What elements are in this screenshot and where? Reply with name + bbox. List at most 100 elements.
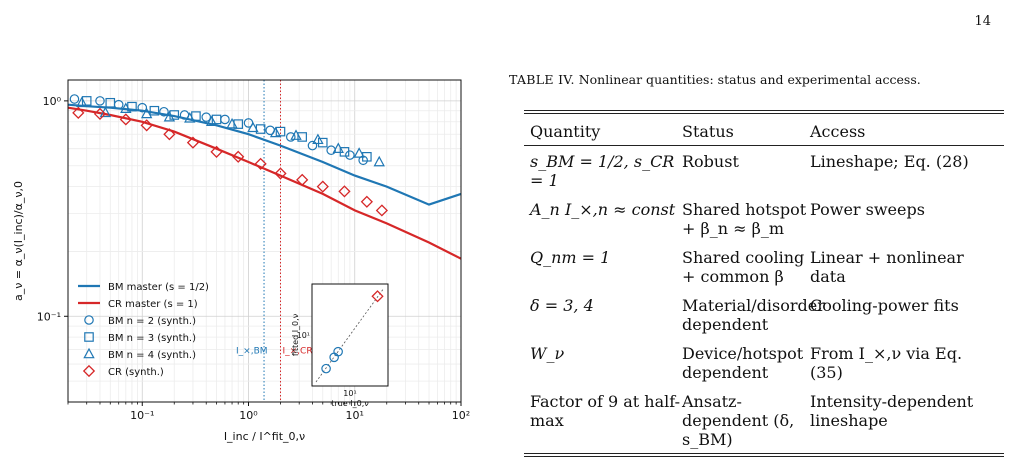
table-caption: TABLE IV. Nonlinear quantities: status a… (509, 71, 1004, 88)
data-point (72, 106, 85, 119)
plot-frame (67, 79, 462, 403)
cell-access: Power sweeps (810, 200, 925, 219)
cell-access: Lineshape; Eq. (28) (810, 152, 969, 171)
header-access: Access (810, 122, 866, 141)
threshold-label-bm: I_×,BM (236, 346, 268, 356)
table-caption-label: TABLE IV. (509, 72, 575, 87)
y-tick-label: 10⁰ (43, 95, 62, 108)
data-point (297, 132, 307, 142)
data-point (201, 112, 212, 122)
table-top-rule (524, 110, 1004, 114)
legend-label: CR (synth.) (108, 367, 164, 378)
data-point (76, 96, 88, 108)
data-point (149, 105, 160, 116)
data-point (211, 114, 222, 125)
data-point (247, 121, 259, 133)
inset-y-tick-label: 10¹ (297, 331, 310, 340)
data-point (226, 117, 238, 129)
cell-status: Material/disorder dependent (682, 296, 825, 334)
cr-master-line (67, 106, 462, 260)
data-point (95, 96, 105, 106)
cell-quantity: s_BM = 1/2, s_CR = 1 (530, 152, 675, 190)
data-point (373, 155, 385, 167)
data-point (232, 150, 245, 163)
data-point (316, 180, 329, 193)
data-point (163, 110, 176, 122)
data-point (81, 96, 92, 106)
x-tick-label: 10⁰ (239, 409, 258, 422)
data-point (353, 147, 365, 158)
table-bottom-rule (524, 453, 1004, 457)
data-point (210, 145, 223, 158)
table-header-row: Quantity Status Access (524, 114, 1004, 145)
inset-x-label: true I_0,ν (331, 399, 369, 408)
data-point (307, 140, 318, 151)
cell-access: From I_×,ν via Eq. (35) (810, 344, 963, 382)
table-row: A_n I_×,n ≈ const Shared hotspot + β_n ≈… (524, 194, 1004, 242)
table-row: Q_nm = 1 Shared cooling + common β Linea… (524, 242, 1004, 290)
data-point (119, 113, 132, 126)
inset-x-tick-label: 10¹ (343, 389, 356, 398)
data-point (274, 167, 287, 180)
table-caption-text: Nonlinear quantities: status and experim… (578, 72, 921, 87)
legend-swatch (82, 364, 96, 378)
data-point (269, 126, 282, 138)
data-point (69, 94, 80, 104)
data-point (186, 136, 200, 149)
data-point (254, 157, 267, 170)
legend-label: BM n = 3 (synth.) (108, 333, 196, 344)
table-row: δ = 3, 4 Material/disorder dependent Coo… (524, 290, 1004, 338)
cell-status: Ansatz-dependent (δ, s_BM) (682, 392, 795, 449)
data-point (332, 142, 345, 153)
cell-quantity: A_n I_×,n ≈ const (530, 200, 676, 219)
table-row: Factor of 9 at half-max Ansatz-dependent… (524, 386, 1004, 453)
y-tick-label: 10⁻¹ (37, 310, 61, 323)
x-tick-label: 10¹ (346, 409, 364, 422)
x-tick-label: 10⁻¹ (130, 409, 154, 422)
cell-quantity: W_ν (530, 344, 565, 363)
cell-status: Robust (682, 152, 739, 171)
data-point (312, 133, 324, 145)
legend-label: BM n = 2 (synth.) (108, 316, 196, 327)
legend-swatch (84, 315, 94, 325)
inset-point (333, 346, 343, 357)
data-point (184, 112, 196, 123)
header-status: Status (682, 122, 734, 141)
bm-master-line (67, 103, 462, 206)
data-point (137, 102, 148, 113)
data-point (140, 119, 153, 132)
data-point (296, 173, 309, 186)
data-point (159, 106, 169, 117)
table-header-rule (524, 145, 1004, 146)
data-point (233, 119, 244, 129)
data-point (360, 195, 373, 208)
cell-status: Shared cooling + common β (682, 248, 805, 286)
data-point (375, 204, 388, 217)
inset-y-label: fitted I_0,ν (291, 313, 300, 356)
legend-swatch (83, 347, 95, 359)
data-point (93, 107, 107, 121)
data-point (140, 107, 153, 119)
y-axis-label: a_ν = α_ν(I_inc)/α_ν,0 (12, 181, 25, 301)
table-row: W_ν Device/hotspot dependent From I_×,ν … (524, 338, 1004, 386)
inset-point (321, 363, 331, 374)
inset-frame (311, 283, 389, 387)
inset-point (371, 290, 384, 303)
data-point (290, 129, 302, 140)
table: Quantity Status Access s_BM = 1/2, s_CR … (524, 110, 1004, 457)
cell-quantity: δ = 3, 4 (530, 296, 594, 315)
threshold-label-cr: I_×,CR (282, 346, 312, 356)
cell-status: Device/hotspot dependent (682, 344, 804, 382)
cell-status: Shared hotspot + β_n ≈ β_m (682, 200, 807, 238)
cell-quantity: Factor of 9 at half-max (530, 392, 680, 430)
data-point (105, 97, 116, 108)
page-number: 14 (974, 14, 991, 29)
header-quantity: Quantity (530, 122, 601, 141)
legend-label: BM n = 4 (synth.) (108, 350, 196, 361)
inset-diagonal (315, 287, 385, 383)
legend-label: CR master (s = 1) (108, 299, 198, 310)
table-row: s_BM = 1/2, s_CR = 1 Robust Lineshape; E… (524, 146, 1004, 194)
cell-access: Intensity-dependent lineshape (810, 392, 974, 430)
legend-swatch (84, 332, 94, 342)
data-point (338, 185, 351, 198)
